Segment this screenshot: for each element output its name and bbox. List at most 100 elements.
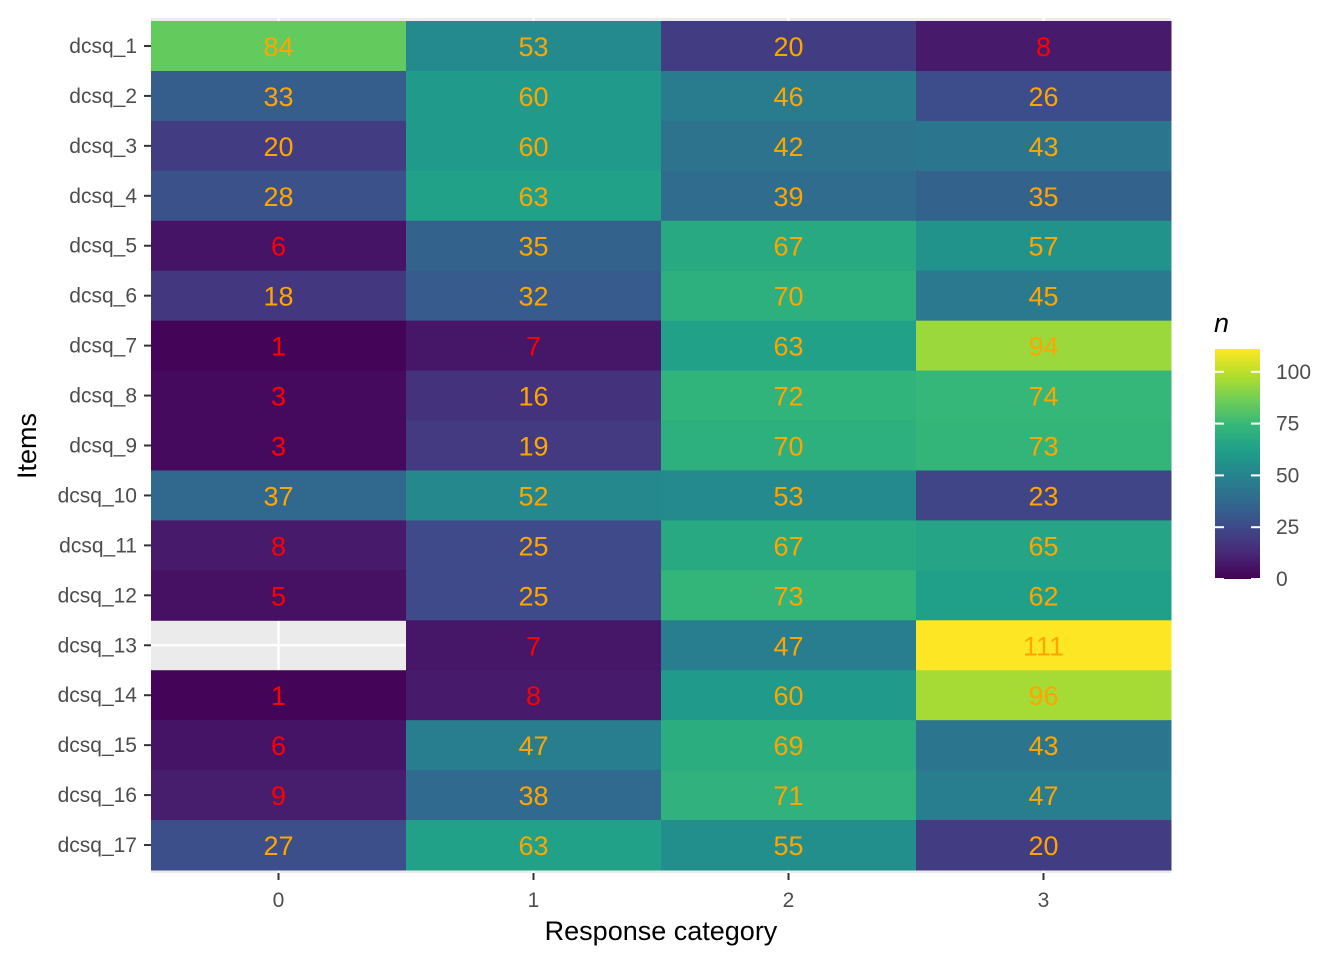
heatmap-cell — [151, 170, 407, 222]
x-tick-label: 0 — [273, 889, 285, 912]
y-tick-label: dcsq_15 — [58, 734, 137, 757]
heatmap-cell — [406, 320, 662, 372]
heatmap-cell — [151, 520, 407, 571]
cell-value-label: 6 — [271, 731, 286, 761]
heatmap-cell — [406, 120, 662, 172]
heatmap-cell — [661, 220, 917, 272]
heatmap-cell — [406, 620, 662, 671]
y-tick-label: dcsq_10 — [58, 484, 137, 507]
y-tick-label: dcsq_11 — [59, 534, 137, 557]
heatmap-cell — [661, 320, 917, 372]
cell-value-label: 37 — [263, 481, 293, 511]
cell-value-label: 3 — [271, 382, 286, 412]
cell-value-label: 96 — [1028, 681, 1058, 711]
heatmap-cell — [151, 820, 407, 871]
cell-value-label: 43 — [1028, 731, 1058, 761]
heatmap-cell — [406, 520, 662, 571]
heatmap-cell — [661, 620, 917, 671]
heatmap-cell — [661, 770, 917, 821]
heatmap-cell — [916, 120, 1172, 172]
heatmap-cell — [916, 320, 1172, 372]
heatmap-cell — [406, 21, 662, 72]
cell-value-label: 55 — [773, 831, 803, 861]
cell-value-label: 53 — [518, 32, 548, 62]
cell-value-label: 94 — [1028, 332, 1058, 362]
cell-value-label: 18 — [263, 282, 293, 312]
heatmap-cell — [406, 570, 662, 621]
cell-value-label: 73 — [1028, 432, 1058, 462]
cell-value-label: 60 — [518, 82, 548, 112]
heatmap-cell — [661, 820, 917, 871]
x-axis: 0 1 2 3 — [273, 873, 1049, 912]
cell-value-label: 70 — [773, 432, 803, 462]
heatmap-cell — [661, 70, 917, 122]
x-axis-title: Response category — [545, 916, 778, 946]
heatmap-cell — [151, 720, 407, 771]
heatmap-cell — [916, 270, 1172, 322]
y-axis-title: Items — [12, 413, 42, 479]
heatmap-cell — [406, 270, 662, 322]
heatmap-cell — [151, 470, 407, 521]
heatmap-cell — [406, 170, 662, 222]
cell-value-label: 84 — [263, 32, 293, 62]
cell-value-label: 25 — [518, 581, 548, 611]
heatmap-cell — [916, 570, 1172, 621]
heatmap-cell — [916, 21, 1172, 72]
cell-value-label: 46 — [773, 82, 803, 112]
y-tick-label: dcsq_13 — [58, 634, 137, 657]
y-tick-label: dcsq_1 — [69, 35, 137, 58]
cell-value-label: 111 — [1023, 631, 1064, 661]
x-tick-label: 1 — [528, 889, 540, 912]
heatmap-cell — [916, 420, 1172, 471]
cell-value-label: 20 — [1028, 831, 1058, 861]
cell-value-label: 73 — [773, 581, 803, 611]
heatmap-cell — [661, 170, 917, 222]
heatmap-cell — [151, 21, 407, 72]
heatmap-cell — [406, 720, 662, 771]
heatmap-cell — [916, 770, 1172, 821]
heatmap-cell — [661, 420, 917, 471]
heatmap-cells — [151, 21, 1172, 871]
cell-value-label: 19 — [518, 432, 548, 462]
heatmap-cell — [661, 570, 917, 621]
cell-value-label: 26 — [1028, 82, 1058, 112]
heatmap-cell — [151, 420, 407, 471]
cell-value-label: 63 — [518, 831, 548, 861]
cell-value-label: 47 — [518, 731, 548, 761]
cell-value-label: 1 — [271, 681, 286, 711]
cell-value-label: 8 — [526, 681, 541, 711]
y-tick-label: dcsq_16 — [58, 784, 137, 807]
legend-title: n — [1214, 308, 1229, 338]
heatmap-cell — [406, 820, 662, 871]
cell-value-label: 32 — [518, 282, 548, 312]
heatmap-cell — [151, 70, 407, 122]
cell-value-label: 47 — [1028, 781, 1058, 811]
heatmap-cell — [916, 620, 1172, 671]
heatmap-cell — [406, 470, 662, 521]
heatmap-cell — [661, 520, 917, 571]
heatmap-cell — [661, 270, 917, 322]
heatmap-cell — [916, 220, 1172, 272]
cell-value-label: 60 — [773, 681, 803, 711]
cell-value-label: 71 — [773, 781, 803, 811]
cell-value-label: 27 — [263, 831, 293, 861]
cell-value-label: 60 — [518, 132, 548, 162]
cell-value-label: 69 — [773, 731, 803, 761]
legend-tick-label: 25 — [1276, 516, 1299, 539]
cell-value-label: 5 — [271, 581, 286, 611]
cell-value-label: 7 — [526, 332, 541, 362]
cell-value-label: 35 — [1028, 182, 1058, 212]
legend-tick-label: 75 — [1276, 413, 1299, 436]
y-tick-label: dcsq_4 — [69, 185, 137, 208]
cell-value-label: 39 — [773, 182, 803, 212]
cell-value-label: 62 — [1028, 581, 1058, 611]
heatmap-cell — [151, 270, 407, 322]
cell-value-label: 43 — [1028, 132, 1058, 162]
cell-value-label: 9 — [271, 781, 286, 811]
cell-value-label: 67 — [773, 531, 803, 561]
cell-value-label: 63 — [518, 182, 548, 212]
cell-value-label: 74 — [1028, 382, 1058, 412]
heatmap-cell — [151, 570, 407, 621]
cell-value-label: 7 — [526, 631, 541, 661]
